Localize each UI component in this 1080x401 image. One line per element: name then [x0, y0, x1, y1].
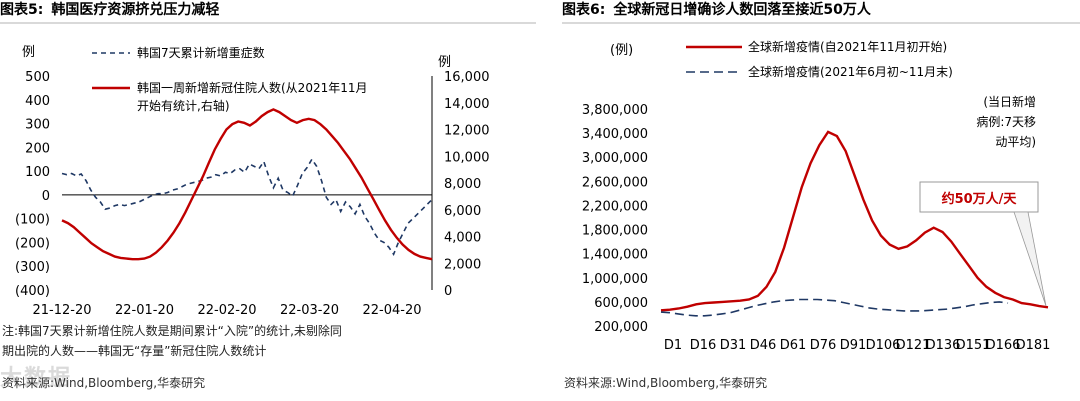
- x-tick-label: D136: [926, 338, 961, 353]
- y-tick-label: 3,000,000: [582, 151, 648, 166]
- callout-text: 约50万人/天: [942, 191, 1018, 207]
- left-y-tick-label: (400): [15, 284, 50, 299]
- series-line-0: [61, 157, 433, 256]
- x-tick-label: D46: [750, 338, 777, 353]
- x-tick-label: D16: [690, 338, 717, 353]
- annotation-line: 动平均): [995, 135, 1036, 149]
- left-y-tick-label: 500: [25, 70, 50, 85]
- right-y-axis-label: 例: [438, 55, 451, 70]
- x-tick-label: 22-02-20: [197, 303, 256, 318]
- callout-pointer: [1013, 211, 1047, 307]
- y-tick-label: 1,800,000: [582, 224, 648, 239]
- x-tick-label: D1: [664, 338, 682, 353]
- left-figure: 图表5: 韩国医疗资源挤兑压力减轻 例例 500 400 300 200 100 0 (100)…: [0, 0, 536, 401]
- right-figure-title-text: 全球新冠日增确诊人数回落至接近50万人: [613, 2, 871, 18]
- left-figure-title: 图表5: 韩国医疗资源挤兑压力减轻: [0, 0, 536, 24]
- left-note-line2: 期出院的人数——韩国无“存量”新冠住院人数统计: [2, 344, 267, 358]
- x-tick-label: D76: [810, 338, 837, 353]
- right-figure-title: 图表6: 全球新冠日增确诊人数回落至接近50万人: [562, 0, 1080, 24]
- series-line-1: [660, 298, 1009, 317]
- watermark-logo: 大数据: [0, 366, 73, 391]
- x-tick-label: D106: [866, 338, 901, 353]
- right-chart: (例) 3,800,000 3,400,000 3,000,000 2,600,000 2…: [582, 39, 1051, 353]
- left-figure-label: 图表5:: [0, 2, 44, 18]
- legend-label-0: 全球新增疫情(自2021年11月初开始): [748, 39, 947, 54]
- series-line-0: [660, 130, 1049, 312]
- x-tick-label: 22-03-20: [280, 303, 339, 318]
- x-tick-label: 22-04-20: [362, 303, 421, 318]
- right-source: 资料来源:Wind,Bloomberg,华泰研究: [564, 376, 768, 390]
- left-y-tick-label: 300: [25, 118, 50, 133]
- right-y-tick-label: 8,000: [444, 177, 481, 192]
- right-y-tick-label: 0: [444, 284, 452, 299]
- left-y-tick-label: (300): [15, 260, 50, 275]
- right-y-tick-label: 2,000: [444, 257, 481, 272]
- right-y-tick-label: 12,000: [444, 124, 490, 139]
- legend-label-0: 韩国7天累计新增重症数: [137, 45, 265, 60]
- legend-label-1a: 韩国一周新增新冠住院人数(从2021年11月: [137, 80, 368, 95]
- x-tick-label: D151: [956, 338, 991, 353]
- y-tick-label: 3,400,000: [582, 127, 648, 142]
- left-note: 注:韩国7天累计新增住院人数是期间累计“入院”的统计,未剔除同 期出院的人数——…: [2, 321, 342, 361]
- left-y-tick-label: (100): [15, 213, 50, 228]
- x-tick-label: D91: [840, 338, 867, 353]
- left-y-tick-label: 200: [25, 141, 50, 156]
- y-tick-label: 600,000: [594, 296, 648, 311]
- callout-box: [919, 181, 1039, 213]
- y-axis-label: (例): [610, 43, 633, 58]
- annotation-line: 病例:7天移: [976, 114, 1036, 129]
- x-tick-label: 21-12-20: [32, 303, 91, 318]
- y-tick-label: 200,000: [594, 320, 648, 335]
- right-y-tick-label: 10,000: [444, 150, 490, 165]
- x-tick-label: D61: [780, 338, 807, 353]
- x-tick-label: D166: [986, 338, 1021, 353]
- left-y-tick-label: 100: [25, 165, 50, 180]
- y-tick-label: 1,400,000: [582, 248, 648, 263]
- left-note-line1: 注:韩国7天累计新增住院人数是期间累计“入院”的统计,未剔除同: [2, 324, 342, 338]
- x-tick-label: D31: [720, 338, 747, 353]
- y-tick-label: 1,000,000: [582, 272, 648, 287]
- left-y-axis-label: 例: [22, 45, 35, 60]
- right-y-tick-label: 14,000: [444, 97, 490, 112]
- left-y-tick-label: 0: [42, 189, 50, 204]
- series-line-1: [61, 108, 433, 261]
- right-figure: 图表6: 全球新冠日增确诊人数回落至接近50万人 (例) 3,800,000 3,40…: [562, 0, 1080, 401]
- left-y-tick-label: 400: [25, 94, 50, 109]
- right-y-tick-label: 6,000: [444, 204, 481, 219]
- y-tick-label: 2,200,000: [582, 199, 648, 214]
- left-y-tick-label: (200): [15, 236, 50, 251]
- legend-label-1: 全球新增疫情(2021年6月初~11月末): [748, 64, 953, 79]
- right-figure-label: 图表6:: [562, 2, 606, 18]
- y-tick-label: 3,800,000: [582, 103, 648, 118]
- x-tick-label: D121: [896, 338, 931, 353]
- x-tick-label: 22-01-20: [115, 303, 174, 318]
- right-y-tick-label: 4,000: [444, 231, 481, 246]
- legend-label-1b: 开始有统计,右轴): [137, 98, 230, 113]
- y-tick-label: 2,600,000: [582, 175, 648, 190]
- annotation-line: (当日新增: [983, 94, 1036, 109]
- right-y-tick-label: 16,000: [444, 70, 490, 85]
- left-figure-title-text: 韩国医疗资源挤兑压力减轻: [51, 2, 220, 18]
- left-chart: 例例5004003002001000(100)(200)(300)(400)16…: [15, 45, 490, 318]
- left-source: 资料来源:Wind,Bloomberg,华泰研究: [2, 376, 206, 390]
- x-tick-label: D181: [1016, 338, 1051, 353]
